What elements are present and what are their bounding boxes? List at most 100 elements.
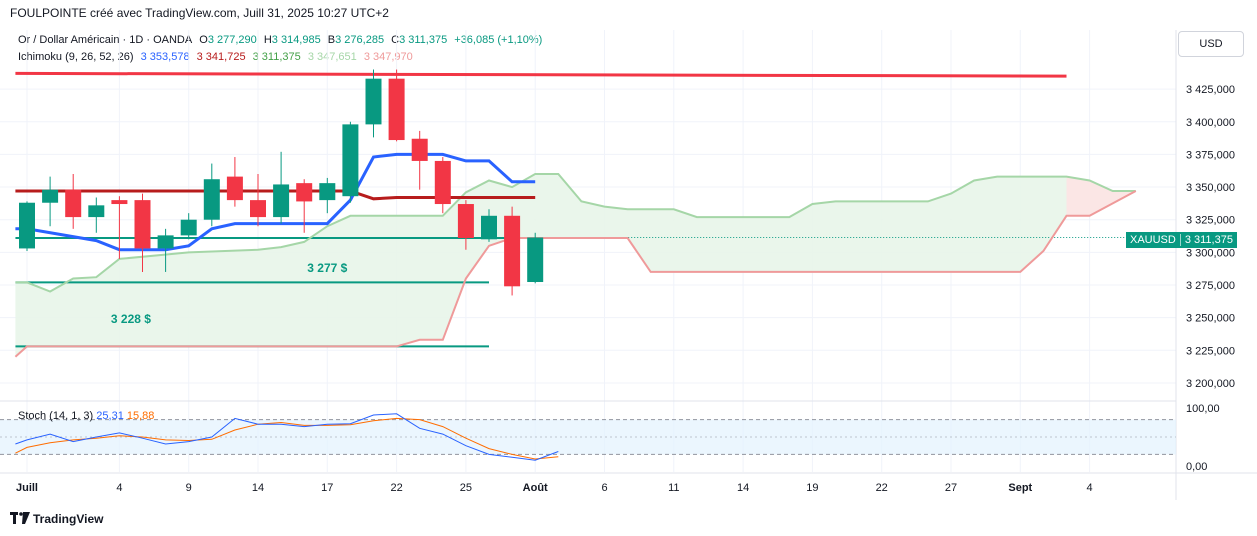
candle-body (273, 184, 290, 218)
candle-down (504, 206, 521, 296)
tradingview-logo-icon (10, 512, 30, 524)
ichimoku-span-a-value: 3 347,651 (307, 51, 357, 63)
price-axis: 3 425,000 3 400,000 3 375,000 3 350,000 3 32… (1186, 84, 1235, 390)
candle-up (180, 213, 197, 240)
candle-body (203, 179, 220, 220)
price-change: +36,085 (+1,10%) (454, 34, 543, 46)
time-tick-label: 4 (1087, 482, 1093, 494)
candle-up (273, 151, 290, 224)
candle-up (203, 163, 220, 227)
candle-body (42, 189, 59, 203)
candle-body (411, 138, 428, 161)
candle-down (457, 200, 474, 250)
time-tick-label: 22 (390, 482, 402, 494)
candle-up (88, 197, 105, 233)
tradingview-logo[interactable]: TradingView (10, 512, 103, 526)
candle-body (296, 183, 313, 202)
time-tick-label: Juill (16, 482, 38, 494)
time-tick-label: 27 (945, 482, 957, 494)
candle-body (342, 124, 359, 197)
stoch-tick-label: 0,00 (1186, 461, 1207, 473)
candle-body (88, 205, 105, 218)
candle-body (111, 200, 128, 205)
candle-body (504, 215, 521, 287)
price-tick-label: 3 425,000 (1186, 84, 1235, 96)
candle-body (527, 237, 544, 283)
price-tick-label: 3 375,000 (1186, 149, 1235, 161)
time-tick-label: 9 (186, 482, 192, 494)
time-tick-label: 19 (806, 482, 818, 494)
current-price-tag: XAUUSD 3 311,375 (1126, 232, 1237, 248)
price-tick-label: 3 300,000 (1186, 247, 1235, 259)
ichimoku-tenkan (15, 152, 536, 252)
price-tick-label: 3 400,000 (1186, 117, 1235, 129)
candle-body (157, 235, 174, 249)
stoch-d-value: 15,88 (126, 410, 155, 422)
candle-down (411, 130, 428, 190)
candle-body (434, 160, 451, 205)
ichimoku-cloud (15, 174, 1136, 357)
price-tag-symbol: XAUUSD (1130, 234, 1176, 246)
candle-up (481, 209, 497, 242)
time-tick-label: 11 (668, 482, 679, 494)
resistance-trend-line (15, 71, 1067, 78)
candle-up (19, 201, 35, 252)
candle-up (342, 121, 359, 203)
ohlc-low: B3 276,285 (327, 34, 385, 46)
ichimoku-chikou-value: 3 311,375 (252, 51, 301, 63)
candle-body (180, 219, 197, 236)
price-tick-label: 3 200,000 (1186, 378, 1235, 390)
price-tick-label: 3 325,000 (1186, 215, 1235, 227)
candle-body (365, 78, 382, 125)
candle-down (111, 196, 128, 259)
time-tick-label: 14 (252, 482, 264, 494)
ichimoku-span-a (15, 173, 1136, 293)
symbol-name: Or / Dollar Américain · 1D · OANDA (18, 34, 193, 46)
candle-down (250, 174, 266, 227)
level-label: 3 277 $ (307, 261, 347, 275)
candle-down (388, 69, 405, 142)
time-tick-label: Sept (1008, 482, 1032, 494)
candle-body (134, 200, 151, 249)
price-tick-label: 3 250,000 (1186, 313, 1235, 325)
candle-body (19, 202, 35, 249)
candle-up (157, 228, 174, 272)
tradingview-brand: TradingView (33, 512, 104, 526)
candle-body (457, 204, 474, 238)
candle-down (65, 174, 82, 229)
ichimoku-legend: Ichimoku (9, 26, 52, 26) 3 353,578 3 341… (18, 51, 417, 63)
level-label: 3 228 $ (111, 312, 151, 326)
candle-body (388, 78, 405, 141)
ichimoku-cloud-bearish (1066, 176, 1136, 216)
candle-body (481, 215, 497, 240)
candle-up (527, 232, 544, 284)
ichimoku-kijun-value: 3 341,725 (196, 51, 246, 63)
ichimoku-name: Ichimoku (9, 26, 52, 26) (18, 51, 134, 63)
candle-down (434, 157, 451, 214)
price-tag-value: 3 311,375 (1184, 234, 1233, 246)
time-tick-label: 14 (737, 482, 749, 494)
stoch-name: Stoch (14, 1, 3) (18, 410, 94, 422)
ichimoku-span-b-value: 3 347,970 (363, 51, 413, 63)
stoch-k-line (15, 413, 559, 461)
ohlc-high: H3 314,985 (263, 34, 321, 46)
time-tick-label: 6 (601, 482, 607, 494)
ohlc-open: O3 277,290 (199, 34, 257, 46)
time-tick-label: 4 (116, 482, 122, 494)
candle-down (134, 193, 151, 272)
stoch-k-value: 25,31 (96, 410, 124, 422)
candle-body (65, 189, 82, 218)
stoch-band (0, 419, 1176, 455)
currency-button[interactable]: USD (1178, 31, 1244, 57)
stoch-legend: Stoch (14, 1, 3) 25,31 15,88 (18, 410, 154, 422)
price-tick-label: 3 350,000 (1186, 182, 1235, 194)
candle-body (319, 183, 336, 201)
candles (19, 69, 544, 296)
time-tick-label: Août (523, 482, 548, 494)
candle-up (319, 177, 336, 214)
candle-body (226, 176, 243, 201)
time-tick-label: 17 (321, 482, 333, 494)
price-tick-label: 3 275,000 (1186, 280, 1235, 292)
candle-down (296, 179, 313, 233)
